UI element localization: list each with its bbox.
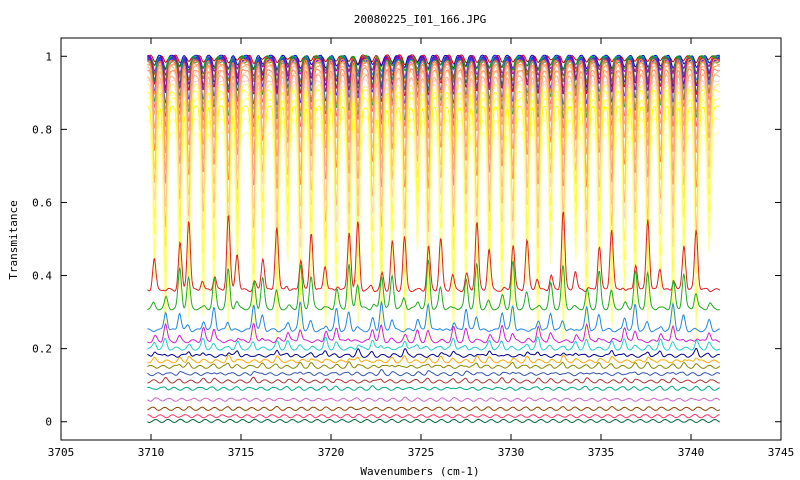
series-line	[147, 418, 721, 424]
series-line	[147, 376, 720, 384]
series-line	[147, 300, 720, 333]
x-tick-label: 3745	[768, 446, 795, 459]
x-tick-label: 3735	[588, 446, 615, 459]
y-tick-label: 0	[45, 416, 52, 429]
chart-title: 20080225_I01_166.JPG	[354, 13, 486, 26]
y-tick-label: 0.4	[32, 270, 52, 283]
x-tick-label: 3720	[318, 446, 345, 459]
series-line	[147, 74, 721, 234]
x-tick-label: 3715	[228, 446, 255, 459]
series-line	[147, 405, 721, 411]
x-tick-label: 3725	[408, 446, 435, 459]
series-line	[147, 347, 720, 358]
y-tick-label: 0.8	[32, 123, 52, 136]
x-tick-label: 3705	[48, 446, 75, 459]
series-line	[147, 413, 720, 419]
series-line	[147, 210, 721, 293]
series-line	[147, 65, 721, 175]
series-line	[147, 385, 721, 391]
y-tick-label: 0.2	[32, 343, 52, 356]
y-axis-label: Transmitance	[7, 200, 20, 279]
series-line	[147, 354, 720, 364]
y-tick-label: 1	[45, 50, 52, 63]
series-layer	[147, 54, 721, 424]
x-tick-label: 3730	[498, 446, 525, 459]
x-axis: 3705 3710 3715 3720 3725 3730 3735 3740 3745	[48, 38, 795, 459]
series-line	[147, 131, 721, 346]
series-line	[147, 89, 720, 303]
series-line	[147, 396, 721, 402]
x-tick-label: 3710	[138, 446, 165, 459]
x-axis-label: Wavenumbers (cm-1)	[360, 465, 479, 478]
series-line	[147, 336, 721, 351]
series-line	[147, 259, 721, 311]
y-tick-label: 0.6	[32, 196, 52, 209]
series-line	[147, 57, 720, 106]
series-line	[147, 56, 721, 93]
y-axis: 0 0.2 0.4 0.6 0.8 1	[32, 50, 781, 429]
series-line	[147, 70, 720, 213]
x-tick-label: 3740	[678, 446, 705, 459]
series-line	[147, 361, 721, 369]
series-line	[147, 78, 721, 255]
series-line	[147, 83, 720, 281]
series-line	[147, 60, 721, 130]
series-line	[147, 96, 721, 325]
series-line	[147, 322, 721, 344]
series-line	[147, 368, 721, 377]
